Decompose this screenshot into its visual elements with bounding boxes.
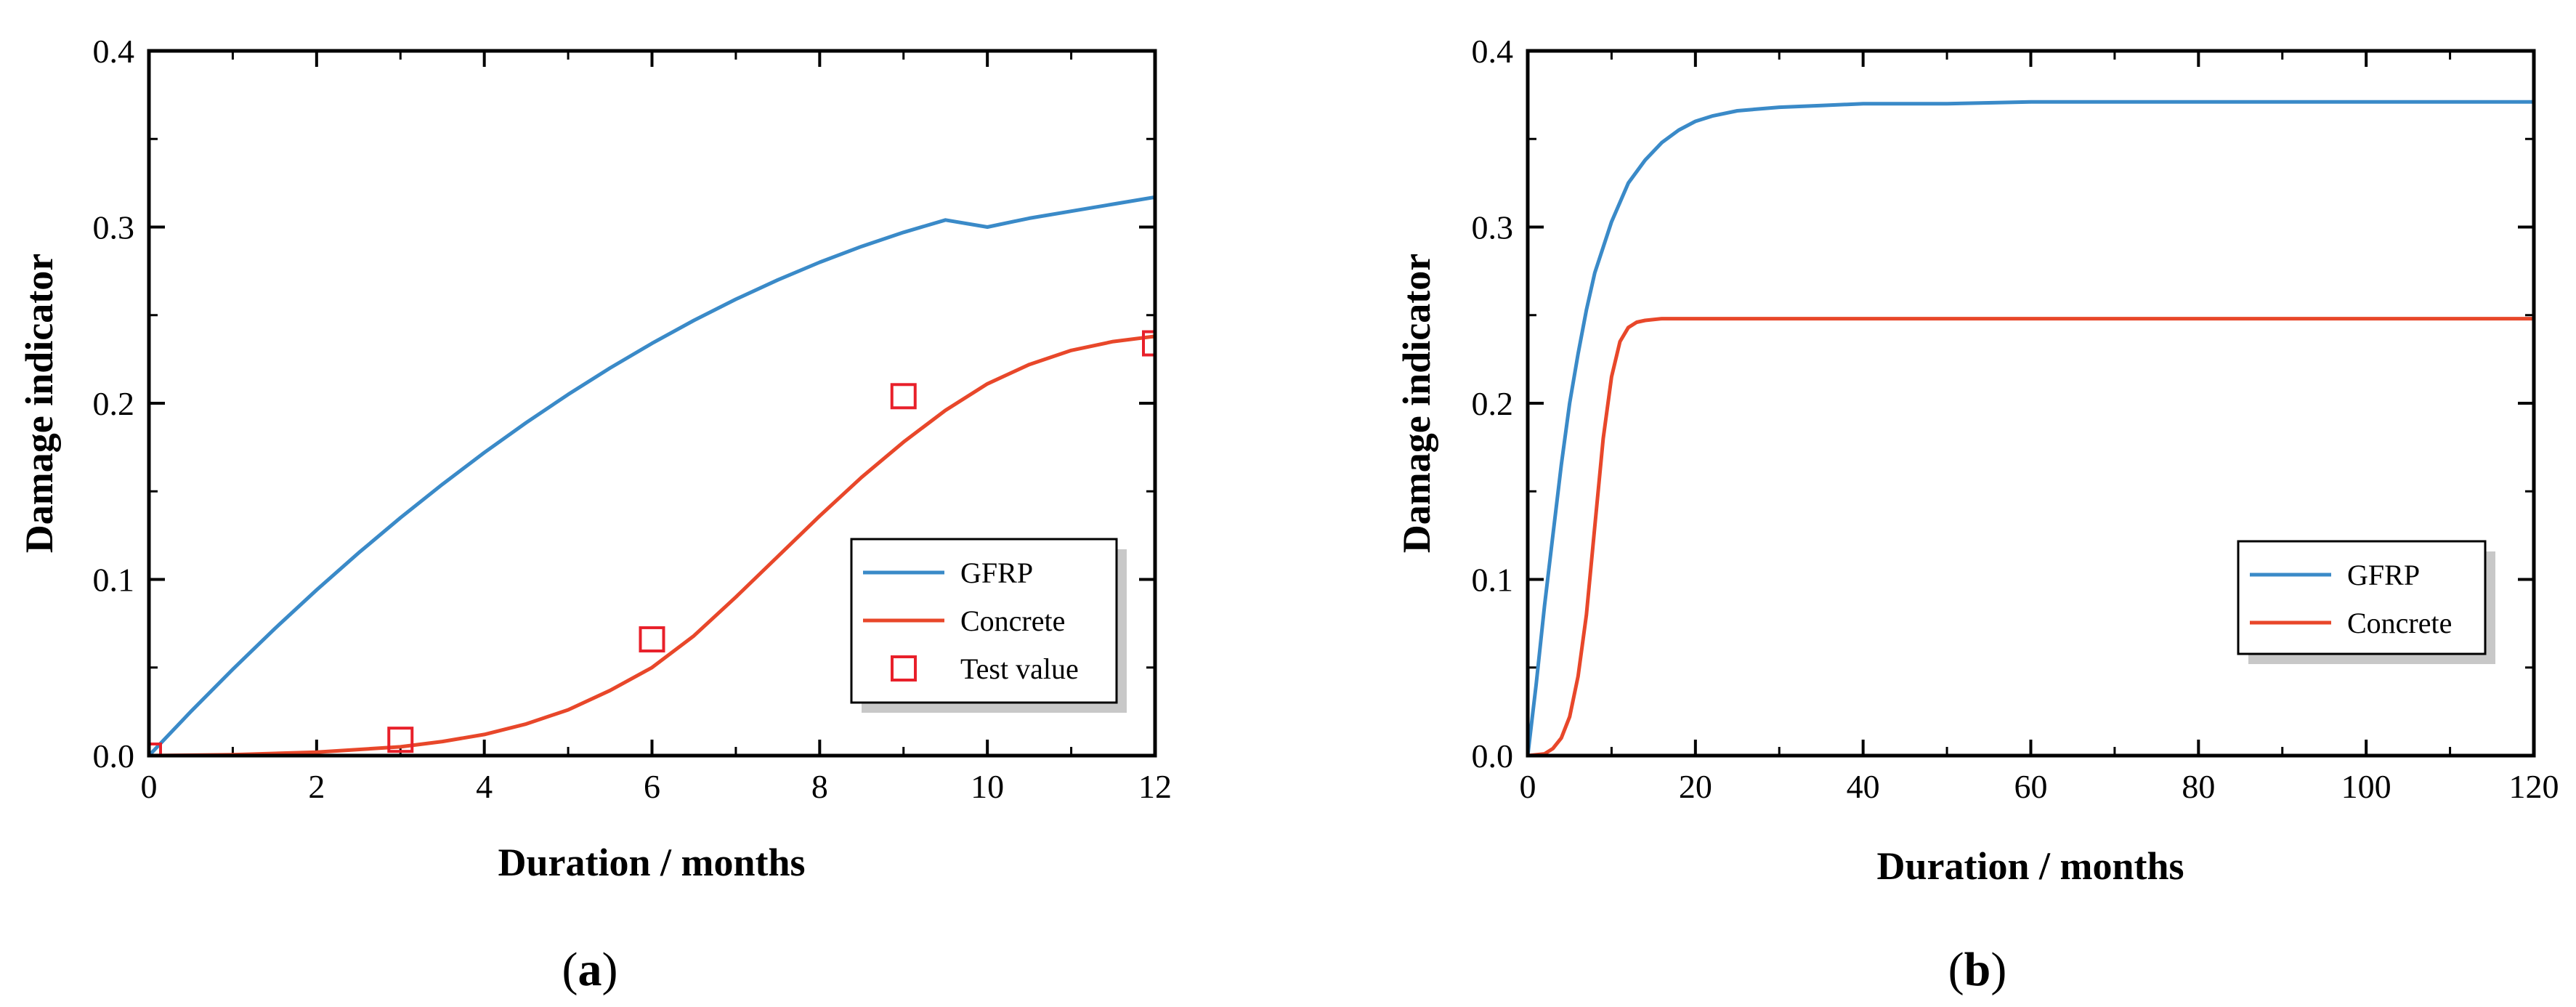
y-tick-label: 0.3 [1472,209,1514,246]
x-tick-label: 120 [2509,768,2559,805]
legend-label-concrete: Concrete [960,604,1065,637]
legend-label-test-value: Test value [960,652,1079,685]
plot-frame [147,49,1157,758]
series-line-concrete [149,334,1155,756]
plot-area [149,195,1155,756]
panel-label: (b) [1948,943,2007,996]
x-tick-label: 6 [644,768,660,805]
series-line-gfrp [149,195,1155,756]
y-tick-label: 0.2 [1472,385,1514,422]
panel-label-letter: a [578,943,602,996]
y-axis-label: Damage indicator [17,254,61,553]
legend-label-concrete: Concrete [2347,607,2452,639]
chart-panel-a: 0 2 4 6 8 10 12 0.0 0.1 0.2 0.3 0.4 GFRP Concrete Test… [17,33,1172,996]
series-line-gfrp [1528,100,2534,756]
legend-label-gfrp: GFRP [960,557,1033,589]
x-axis-label: Duration / months [1876,844,2184,888]
y-tick-label: 0.0 [93,737,135,775]
y-tick-label: 0.0 [1472,737,1514,775]
test-value-point [387,727,414,753]
legend-label-gfrp: GFRP [2347,559,2420,591]
x-tick-label: 2 [308,768,325,805]
y-tick-label: 0.3 [93,209,135,246]
x-tick-label: 60 [2014,768,2048,805]
legend-box [2237,540,2487,655]
panel-label: (a) [562,943,618,996]
x-tick-label: 8 [811,768,828,805]
plot-frame [1526,49,2536,758]
legend-swatch-test-value [891,655,917,682]
test-value-point [1142,330,1155,357]
x-tick-label: 0 [141,768,158,805]
chart-panel-b: 0 20 40 60 80 100 120 0.0 0.1 0.2 0.3 0.4 GFRP Concre… [1395,33,2559,996]
panel-label-open: ( [1948,943,1964,996]
y-axis-label: Damage indicator [1395,254,1438,553]
panel-label-letter: b [1964,943,1991,996]
plot-area [1528,100,2534,756]
x-tick-label: 10 [971,768,1004,805]
x-tick-label: 4 [476,768,493,805]
x-tick-label: 40 [1847,768,1880,805]
legend: GFRP Concrete Test value [850,538,1127,713]
y-tick-label: 0.4 [93,33,135,70]
y-tick-label: 0.2 [93,385,135,422]
y-tick-label: 0.4 [1472,33,1514,70]
panel-label-close: ) [602,943,618,996]
test-value-point [890,383,917,410]
x-tick-label: 80 [2182,768,2215,805]
test-value-point [639,626,665,652]
legend: GFRP Concrete [2237,540,2495,664]
y-tick-label: 0.1 [1472,562,1514,599]
series-line-concrete [1528,317,2534,756]
x-tick-label: 20 [1679,768,1712,805]
x-tick-label: 0 [1520,768,1536,805]
panel-label-close: ) [1990,943,2006,996]
x-tick-label: 12 [1138,768,1172,805]
y-tick-label: 0.1 [93,562,135,599]
panel-label-open: ( [562,943,578,996]
x-axis-label: Duration / months [498,841,805,884]
x-tick-label: 100 [2341,768,2391,805]
